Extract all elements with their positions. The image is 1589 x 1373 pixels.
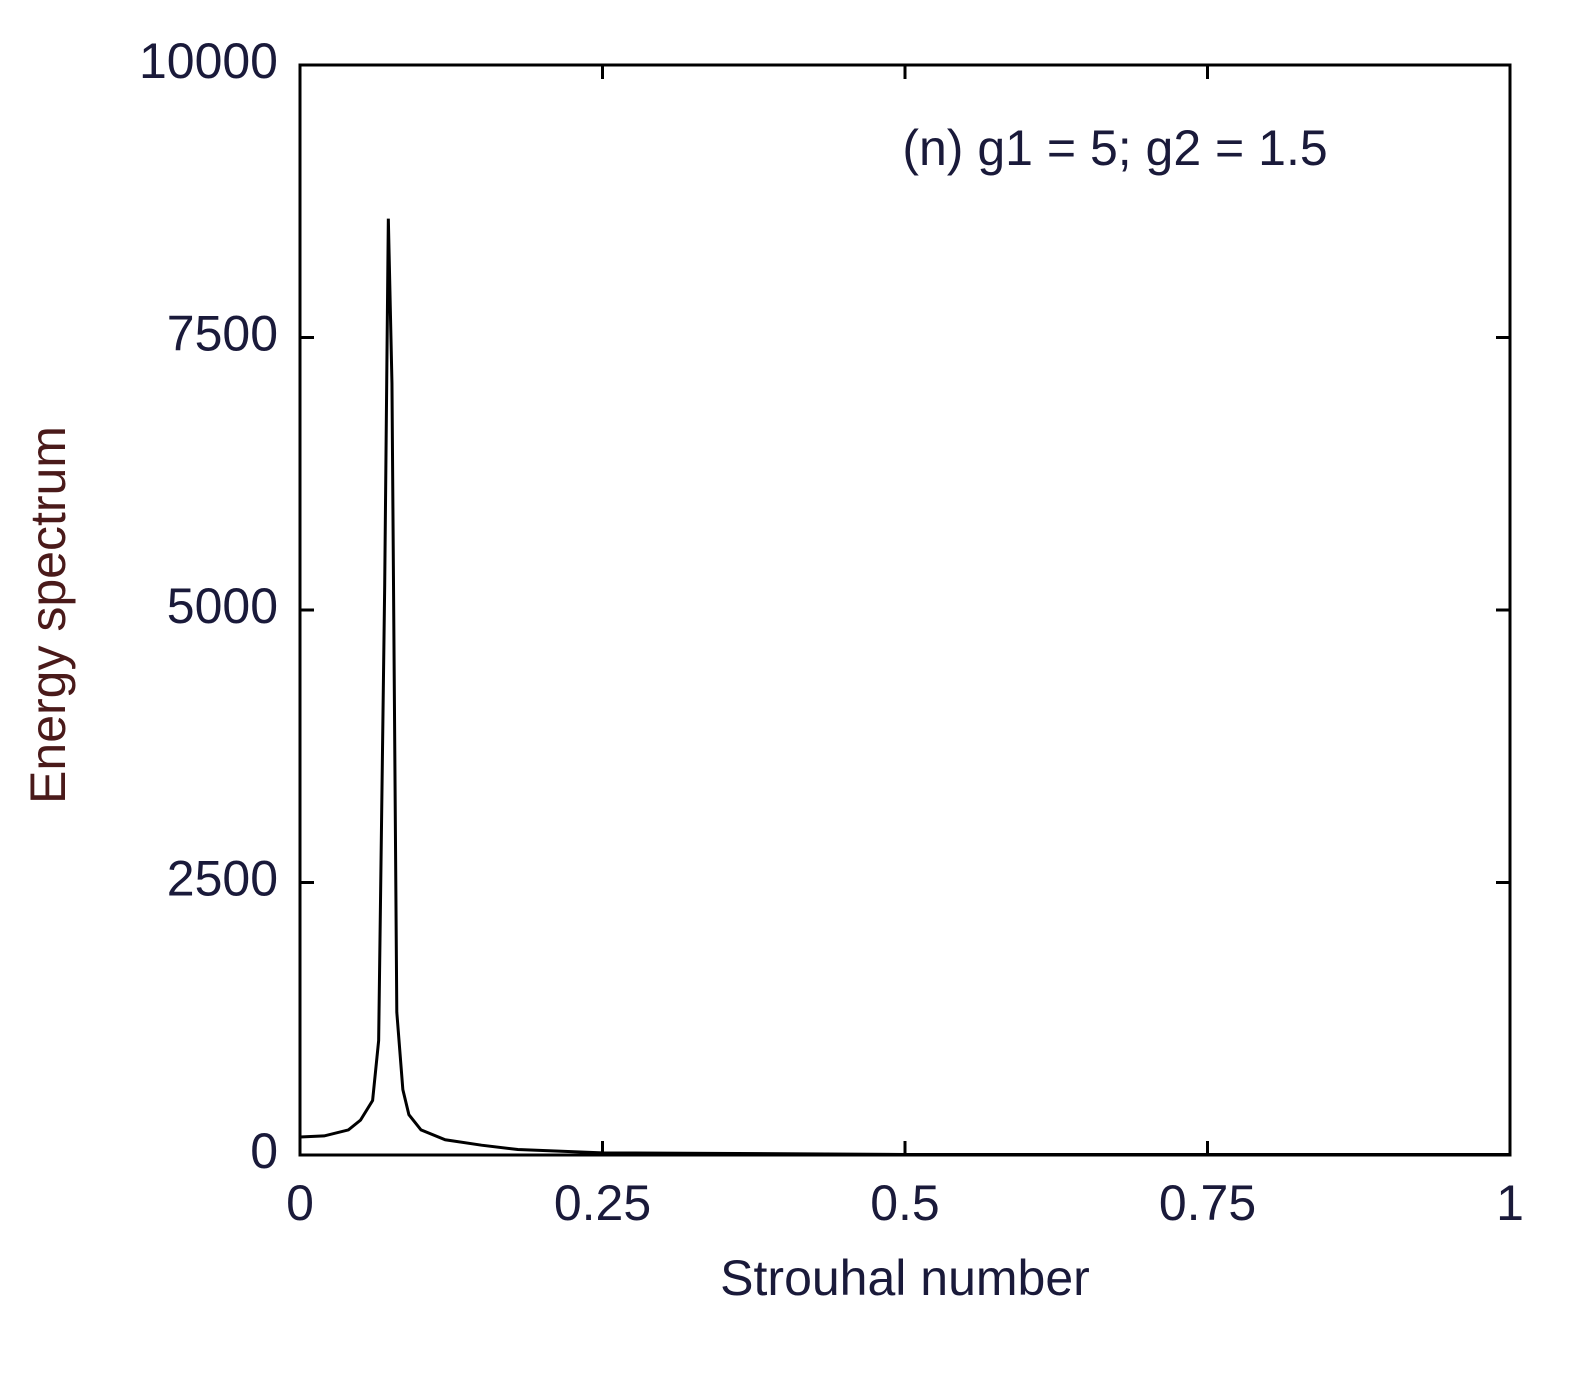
x-tick-label: 0.25 [554, 1175, 651, 1231]
x-tick-label: 0.5 [870, 1175, 940, 1231]
x-tick-label: 0 [286, 1175, 314, 1231]
annotation: (n) g1 = 5; g2 = 1.5 [902, 120, 1327, 176]
y-tick-label: 10000 [139, 33, 278, 89]
y-tick-label: 7500 [167, 306, 278, 362]
y-tick-label: 0 [250, 1123, 278, 1179]
y-axis-label: Energy spectrum [20, 426, 76, 804]
y-tick-label: 5000 [167, 578, 278, 634]
x-tick-label: 1 [1496, 1175, 1524, 1231]
x-tick-label: 0.75 [1159, 1175, 1256, 1231]
y-tick-label: 2500 [167, 851, 278, 907]
spectrum-line [299, 218, 1510, 1156]
x-axis-label: Strouhal number [720, 1250, 1090, 1306]
plot-frame [298, 63, 1512, 1157]
